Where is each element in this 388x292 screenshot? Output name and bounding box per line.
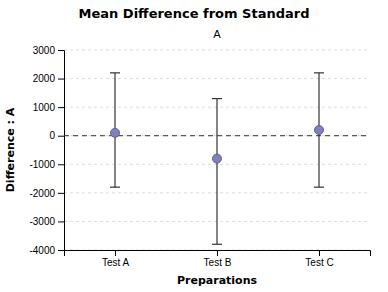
tick: -4000: [29, 245, 64, 256]
marks: [64, 73, 370, 244]
point: [213, 154, 222, 163]
tick-mark: [58, 50, 64, 51]
tick: Test A: [102, 250, 130, 268]
error-bar: [212, 99, 222, 245]
y-axis-title: Difference : A: [4, 107, 17, 192]
error-bar-line: [216, 99, 217, 245]
point: [315, 126, 324, 135]
tick-mark: [58, 250, 64, 251]
tick-label: -2000: [29, 188, 55, 199]
tick: Test C: [305, 250, 333, 268]
x-axis-title: Preparations: [177, 274, 258, 287]
axis-line: [65, 251, 371, 257]
tick-mark: [58, 79, 64, 80]
tick: -2000: [29, 188, 64, 199]
tick-label: Test C: [305, 257, 333, 268]
tick-label: Test A: [102, 257, 130, 268]
title: Mean Difference from Standard: [79, 6, 310, 21]
tick-mark: [319, 250, 320, 256]
error-bar-cap: [110, 72, 120, 73]
tick-mark: [58, 136, 64, 137]
grid-line: [64, 50, 370, 51]
grid-line: [64, 78, 370, 79]
tick-label: 2000: [33, 73, 56, 84]
tick-label: 0: [49, 130, 55, 141]
x-axis: Test A Test B Test C: [65, 250, 371, 268]
error-bar-cap: [314, 72, 324, 73]
tick-mark: [58, 193, 64, 194]
error-bar-cap: [212, 244, 222, 245]
tick-mark: [115, 250, 116, 256]
subtitle: A: [213, 28, 221, 41]
tick: -3000: [29, 216, 64, 227]
tick: Test B: [204, 250, 232, 268]
tick: 3000: [33, 45, 64, 56]
tick-mark: [58, 107, 64, 108]
tick: 0: [49, 130, 64, 141]
grid: [64, 50, 370, 250]
tick-mark: [58, 164, 64, 165]
error-bar-cap: [212, 98, 222, 99]
point: [111, 128, 120, 137]
tick: -1000: [29, 159, 64, 170]
tick-mark: [217, 250, 218, 256]
tick: 2000: [33, 73, 64, 84]
error-bar: [314, 73, 324, 187]
tick-mark: [58, 221, 64, 222]
tick-label: -4000: [29, 245, 55, 256]
chart: Mean Difference from Standard A -4000 -3000…: [0, 0, 388, 292]
error-bar-cap: [314, 187, 324, 188]
tick-label: -3000: [29, 216, 55, 227]
tick: 1000: [33, 102, 64, 113]
y-axis: -4000 -3000 -2000 -1000 0 1000 2000 3000: [29, 45, 64, 256]
tick-label: Test B: [204, 257, 232, 268]
tick-label: -1000: [29, 159, 55, 170]
axis-line: [58, 51, 65, 251]
error-bar-cap: [110, 187, 120, 188]
tick-label: 1000: [33, 102, 56, 113]
tick-label: 3000: [33, 45, 56, 56]
error-bar: [110, 73, 120, 187]
plot-area: -4000-3000-2000-10000100020003000Test AT…: [29, 45, 370, 268]
